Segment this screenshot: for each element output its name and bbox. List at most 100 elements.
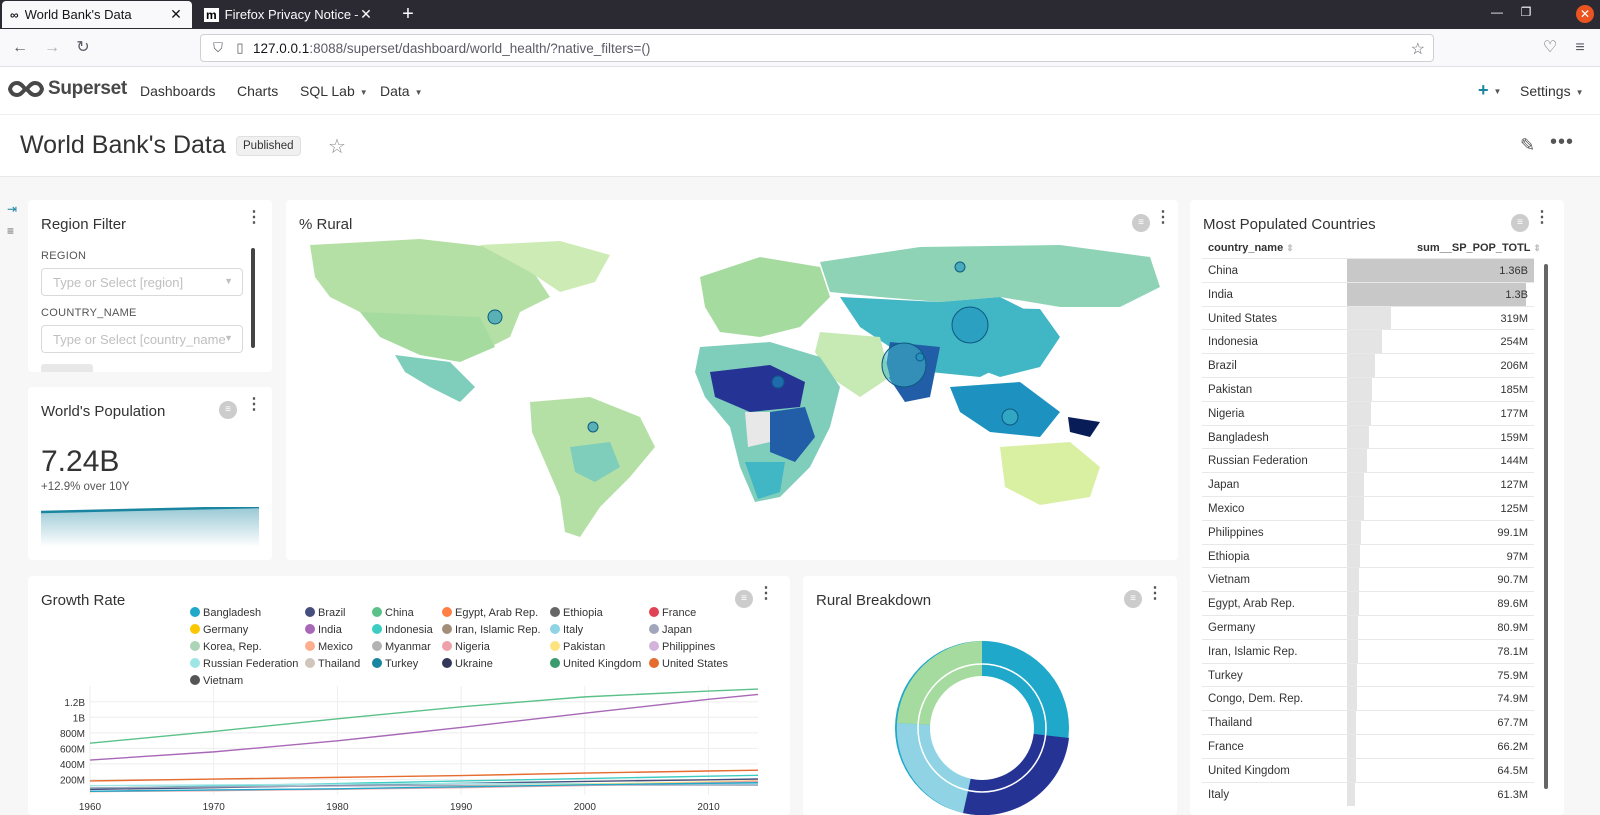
- menu-dashboards[interactable]: Dashboards: [140, 83, 216, 99]
- cross-filter-icon[interactable]: ≡: [219, 401, 237, 419]
- dashboard-title[interactable]: World Bank's Data: [20, 131, 226, 159]
- table-row[interactable]: Italy 61.3M: [1202, 781, 1534, 806]
- legend-item[interactable]: Korea, Rep.: [190, 641, 262, 653]
- panel-menu-icon[interactable]: ⋮: [246, 396, 262, 413]
- published-badge[interactable]: Published: [236, 136, 301, 156]
- bookmark-star-icon[interactable]: ☆: [1410, 41, 1425, 58]
- table-row[interactable]: Mexico 125M: [1202, 496, 1534, 520]
- table-row[interactable]: Iran, Islamic Rep. 78.1M: [1202, 638, 1534, 663]
- favorite-star-icon[interactable]: ☆: [328, 136, 346, 158]
- cross-filter-icon[interactable]: ≡: [1511, 214, 1529, 232]
- cross-filter-icon[interactable]: ≡: [1132, 214, 1150, 232]
- legend-item[interactable]: France: [649, 607, 696, 619]
- new-tab-button[interactable]: +: [402, 3, 414, 25]
- table-row[interactable]: Ethiopia 97M: [1202, 543, 1534, 568]
- legend-item[interactable]: Indonesia: [372, 624, 433, 636]
- pocket-icon[interactable]: ♡: [1542, 39, 1558, 56]
- superset-logo[interactable]: Superset: [8, 78, 127, 100]
- back-icon[interactable]: ←: [12, 39, 28, 56]
- cross-filter-icon[interactable]: ≡: [735, 590, 753, 608]
- legend-item[interactable]: Egypt, Arab Rep.: [442, 607, 538, 619]
- panel-menu-icon[interactable]: ⋮: [1534, 209, 1550, 226]
- brazil-bubble: [587, 421, 599, 433]
- table-row[interactable]: Philippines 99.1M: [1202, 519, 1534, 544]
- table-row[interactable]: China 1.36B: [1202, 258, 1534, 282]
- table-row[interactable]: Germany 80.9M: [1202, 615, 1534, 639]
- country-name-select[interactable]: Type or Select [country_name ▼: [41, 325, 243, 353]
- legend-item[interactable]: Germany: [190, 624, 248, 636]
- legend-item[interactable]: Mexico: [305, 641, 353, 653]
- table-row[interactable]: United Kingdom 64.5M: [1202, 757, 1534, 782]
- column-header-population[interactable]: sum__SP_POP_TOTL ⇕: [1417, 242, 1541, 254]
- url-bar[interactable]: ⛉ ▯ 127.0.0.1:8088/superset/dashboard/wo…: [200, 34, 1434, 62]
- table-row[interactable]: Thailand 67.7M: [1202, 710, 1534, 735]
- forward-icon[interactable]: →: [44, 39, 60, 56]
- hamburger-menu-icon[interactable]: ≡: [1575, 39, 1585, 56]
- edit-pencil-icon[interactable]: ✎: [1520, 135, 1536, 155]
- reload-icon[interactable]: ↻: [76, 39, 90, 56]
- legend-item[interactable]: Ukraine: [442, 658, 493, 670]
- legend-item[interactable]: Turkey: [372, 658, 418, 670]
- legend-item[interactable]: Italy: [550, 624, 583, 636]
- legend-item[interactable]: India: [305, 624, 342, 636]
- legend-item[interactable]: United Kingdom: [550, 658, 641, 670]
- legend-item[interactable]: Russian Federation: [190, 658, 298, 670]
- new-plus-button[interactable]: + ▼: [1478, 80, 1502, 100]
- menu-charts[interactable]: Charts: [237, 83, 278, 99]
- table-row[interactable]: Turkey 75.9M: [1202, 662, 1534, 687]
- region-select[interactable]: Type or Select [region] ▼: [41, 268, 243, 296]
- panel-menu-icon[interactable]: ⋮: [246, 209, 262, 226]
- table-row[interactable]: Bangladesh 159M: [1202, 424, 1534, 449]
- table-row[interactable]: Brazil 206M: [1202, 353, 1534, 378]
- window-close-button[interactable]: ✕: [1576, 5, 1594, 23]
- close-tab-icon[interactable]: ✕: [360, 6, 372, 22]
- table-scrollbar[interactable]: [1544, 264, 1548, 789]
- table-row[interactable]: Indonesia 254M: [1202, 329, 1534, 354]
- legend-item[interactable]: United States: [649, 658, 728, 670]
- filter-icon[interactable]: ≡: [7, 224, 15, 238]
- legend-item[interactable]: Philippines: [649, 641, 715, 653]
- legend-item[interactable]: Iran, Islamic Rep.: [442, 624, 541, 636]
- table-row[interactable]: Japan 127M: [1202, 472, 1534, 497]
- country-name-cell: United Kingdom: [1208, 764, 1290, 777]
- close-tab-icon[interactable]: ✕: [170, 6, 182, 22]
- cross-filter-icon[interactable]: ≡: [1124, 590, 1142, 608]
- legend-item[interactable]: Myanmar: [372, 641, 431, 653]
- legend-item[interactable]: Japan: [649, 624, 692, 636]
- tab-firefox-privacy[interactable]: m Firefox Privacy Notice — ✕: [196, 1, 382, 28]
- settings-menu[interactable]: Settings ▼: [1520, 83, 1584, 99]
- legend-item[interactable]: Nigeria: [442, 641, 490, 653]
- restore-icon[interactable]: ❐: [1520, 5, 1532, 19]
- minimize-icon[interactable]: —: [1491, 5, 1503, 19]
- scrollbar[interactable]: [251, 248, 255, 348]
- panel-menu-icon[interactable]: ⋮: [1155, 209, 1171, 226]
- menu-sql-lab[interactable]: SQL Lab ▼: [300, 83, 368, 99]
- legend-item[interactable]: Pakistan: [550, 641, 605, 653]
- tab-world-banks-data[interactable]: ∞ World Bank's Data ✕: [2, 1, 192, 28]
- population-cell: 1.3B: [1505, 288, 1528, 301]
- legend-item[interactable]: Vietnam: [190, 675, 243, 687]
- legend-item[interactable]: Ethiopia: [550, 607, 603, 619]
- table-row[interactable]: Russian Federation 144M: [1202, 448, 1534, 473]
- panel-menu-icon[interactable]: ⋮: [1147, 585, 1163, 602]
- y-tick-label: 400M: [60, 760, 85, 771]
- australia-region: [1000, 442, 1100, 505]
- table-row[interactable]: Vietnam 90.7M: [1202, 567, 1534, 592]
- table-row[interactable]: Egypt, Arab Rep. 89.6M: [1202, 591, 1534, 616]
- table-row[interactable]: India 1.3B: [1202, 281, 1534, 306]
- table-row[interactable]: Nigeria 177M: [1202, 400, 1534, 425]
- legend-item[interactable]: Bangladesh: [190, 607, 261, 619]
- menu-data[interactable]: Data ▼: [380, 83, 423, 99]
- column-header-country[interactable]: country_name ⇕: [1208, 242, 1294, 254]
- table-row[interactable]: Congo, Dem. Rep. 74.9M: [1202, 686, 1534, 711]
- expand-filters-icon[interactable]: ⇥: [7, 202, 18, 216]
- table-row[interactable]: Pakistan 185M: [1202, 377, 1534, 401]
- table-row[interactable]: France 66.2M: [1202, 734, 1534, 758]
- table-row[interactable]: United States 319M: [1202, 305, 1534, 330]
- more-options-icon[interactable]: •••: [1550, 131, 1575, 153]
- legend-item[interactable]: Thailand: [305, 658, 360, 670]
- apply-button[interactable]: [41, 364, 93, 372]
- y-tick-label: 800M: [60, 729, 85, 740]
- legend-item[interactable]: Brazil: [305, 607, 346, 619]
- legend-item[interactable]: China: [372, 607, 414, 619]
